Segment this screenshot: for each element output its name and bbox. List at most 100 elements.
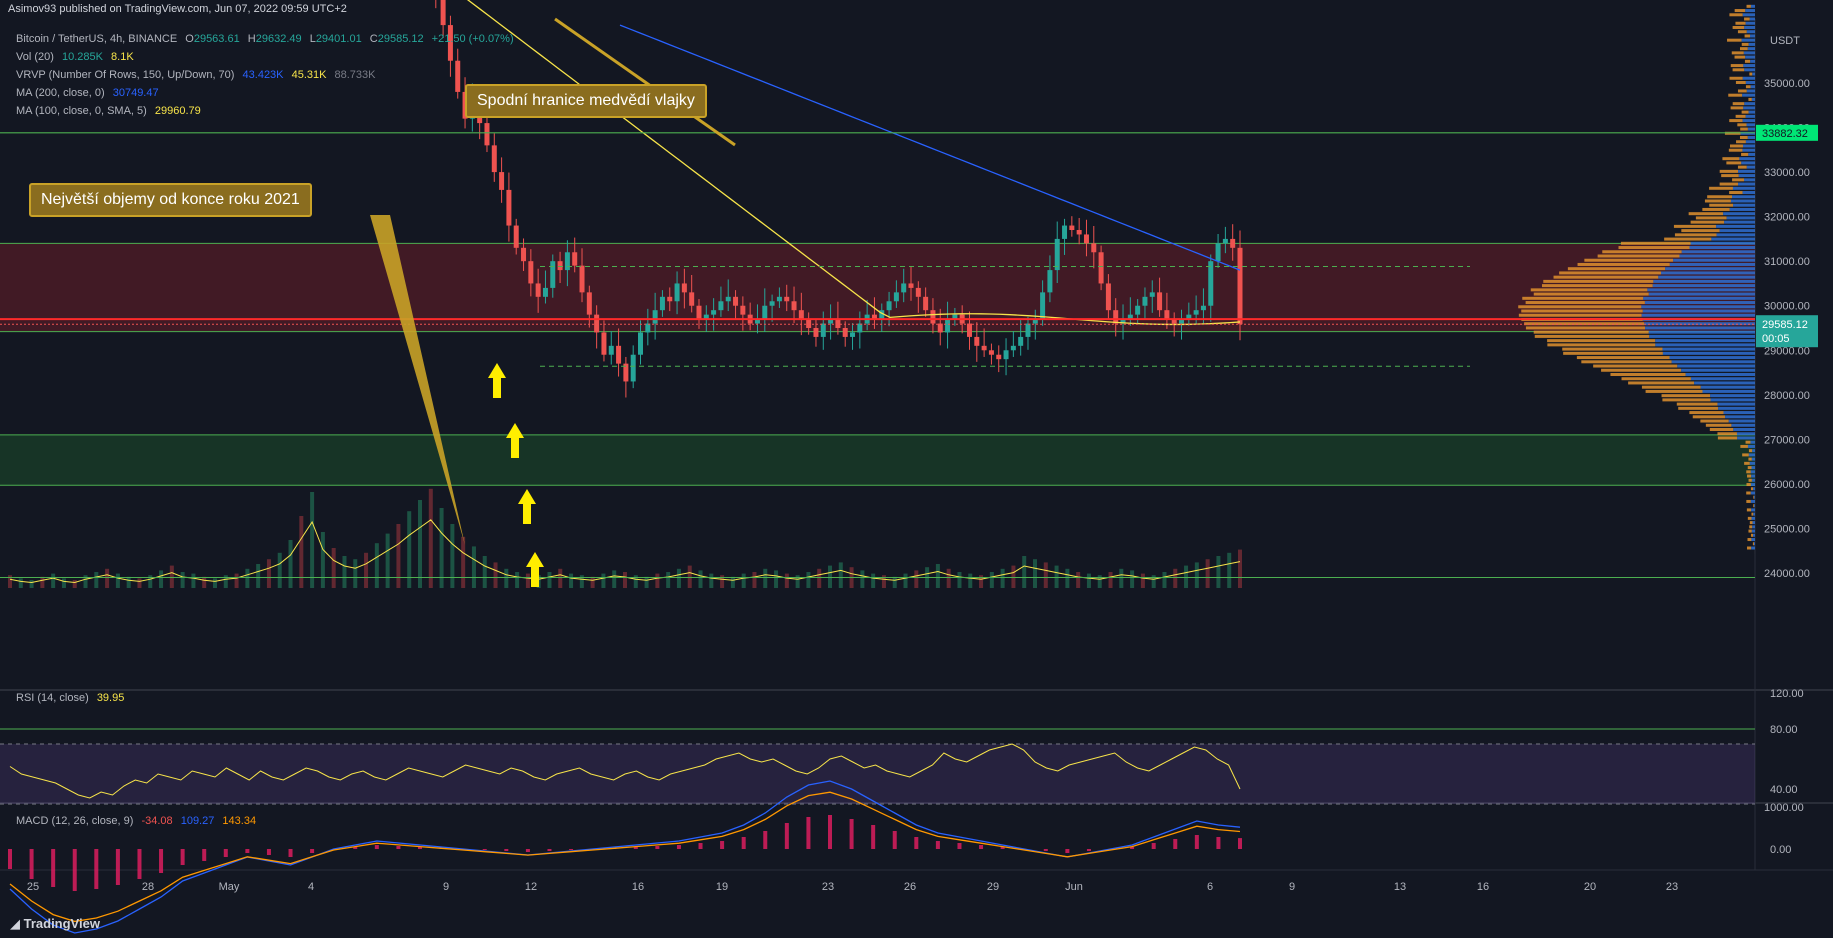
candle-body [1149, 292, 1155, 297]
vrvp-bar-up [1728, 419, 1755, 423]
vrvp-bar-up [1681, 368, 1755, 372]
current-price-badge [1756, 315, 1818, 348]
price-tick-label: 35000.00 [1764, 78, 1810, 90]
vrvp-bar-down [1750, 533, 1754, 537]
candle-body [1083, 234, 1089, 244]
vrvp-bar-up [1689, 246, 1755, 250]
vrvp-bar-up [1716, 224, 1755, 228]
volume-bar [860, 570, 865, 588]
volume-bar [892, 576, 897, 588]
volume-legend[interactable]: Vol (20) 10.285K 8.1K [16, 51, 134, 63]
vrvp-bar-up [1718, 406, 1755, 410]
ma100-legend[interactable]: MA (100, close, 0, SMA, 5) 29960.79 [16, 105, 201, 117]
candle-body [594, 314, 600, 333]
candle-body [447, 25, 453, 61]
volume-bar [428, 488, 433, 588]
macd-histogram-bar [1194, 835, 1199, 849]
candle-body [601, 332, 607, 355]
vrvp-bar-down [1739, 136, 1748, 140]
candle-body [901, 283, 907, 293]
volume-bar [1097, 575, 1102, 588]
volume-bar [482, 556, 487, 588]
rsi-legend[interactable]: RSI (14, close) 39.95 [16, 692, 124, 704]
vrvp-bar-up [1738, 174, 1755, 178]
vrvp-bar-up [1685, 372, 1755, 376]
volume-bar [914, 570, 919, 588]
volume-bar [191, 573, 196, 588]
candle-body [798, 310, 804, 320]
tradingview-logo[interactable]: ◢ TradingView [10, 916, 100, 932]
macd-tick-label: 0.00 [1770, 844, 1791, 856]
candle-body [857, 323, 863, 333]
vrvp-bar-up [1738, 182, 1755, 186]
volume-bar [601, 573, 606, 588]
vrvp-bar-up [1752, 525, 1755, 529]
vrvp-bar-down [1751, 512, 1754, 516]
candle-body [740, 305, 746, 315]
vrvp-bar-up [1733, 428, 1755, 432]
macd-histogram-bar [29, 849, 34, 879]
time-tick-label: 23 [822, 881, 834, 893]
volume-bar [795, 575, 800, 588]
candle-body [1120, 319, 1126, 324]
vrvp-bar-up [1752, 521, 1755, 525]
macd-legend[interactable]: MACD (12, 26, close, 9) -34.08 109.27 14… [16, 815, 256, 827]
vrvp-bar-up [1738, 169, 1755, 173]
macd-histogram-bar [94, 849, 99, 889]
macd-histogram-bar [655, 846, 660, 849]
brand-text: TradingView [23, 916, 100, 931]
macd-histogram-bar [871, 825, 876, 849]
close-value: 29585.12 [377, 33, 424, 45]
vrvp-bar-up [1669, 262, 1755, 266]
vrvp-bar-up [1681, 250, 1755, 254]
tv-logo-icon: ◢ [10, 916, 24, 931]
vrvp-bar-down [1741, 152, 1749, 156]
vrvp-bar-down [1717, 432, 1737, 436]
price-tick-label: 24000.00 [1764, 568, 1810, 580]
level-price-badge [1756, 124, 1818, 141]
macd-histogram-bar [1238, 838, 1242, 849]
rsi-line [9, 743, 1241, 799]
candle-body [1113, 310, 1119, 324]
callout-leader [370, 215, 465, 545]
vrvp-bar-down [1704, 199, 1731, 203]
vrvp-bar-down [1689, 411, 1724, 415]
volume-bar [709, 573, 714, 588]
macd-label: MACD (12, 26, close, 9) [16, 815, 134, 827]
vrvp-bar-down [1746, 470, 1751, 474]
price-tick-label: 31000.00 [1764, 256, 1810, 268]
vrvp-bar-down [1749, 72, 1753, 76]
volume-bar [353, 559, 358, 588]
vrvp-bar-up [1747, 47, 1755, 51]
macd-histogram-bar [979, 845, 984, 849]
vrvp-bar-down [1748, 478, 1752, 482]
ma200-legend[interactable]: MA (200, close, 0) 30749.47 [16, 87, 159, 99]
vrvp-bar-up [1750, 499, 1755, 503]
vrvp-bar-down [1709, 186, 1733, 190]
vrvp-bar-up [1753, 512, 1755, 516]
publish-text: Asimov93 published on TradingView.com, J… [8, 3, 347, 15]
vrvp-bar-down [1553, 275, 1659, 279]
vrvp-bar-up [1742, 93, 1755, 97]
volume-bar [51, 573, 56, 588]
macd-histogram-bar [288, 849, 293, 857]
volume-bar [612, 570, 617, 588]
vrvp-bar-down [1521, 309, 1643, 313]
macd-tick-label: 1000.00 [1764, 802, 1804, 814]
vrvp-bar-down [1688, 212, 1724, 216]
vrvp-bar-down [1735, 80, 1746, 84]
vrvp-bar-down [1741, 42, 1749, 46]
macd-histogram-bar [1151, 843, 1156, 849]
candle-body [1237, 247, 1243, 325]
volume-bar [633, 575, 638, 588]
candle-body [630, 354, 636, 382]
volume-bar [1184, 565, 1189, 588]
vrvp-bar-down [1729, 119, 1743, 123]
change-value: +21.50 (+0.07%) [431, 33, 514, 45]
vrvp-legend[interactable]: VRVP (Number Of Rows, 150, Up/Down, 70) … [16, 69, 376, 81]
price-tick-label: 29000.00 [1764, 345, 1810, 357]
vrvp-bar-up [1749, 34, 1755, 38]
volume-bar [18, 578, 23, 588]
candle-body [762, 305, 768, 320]
